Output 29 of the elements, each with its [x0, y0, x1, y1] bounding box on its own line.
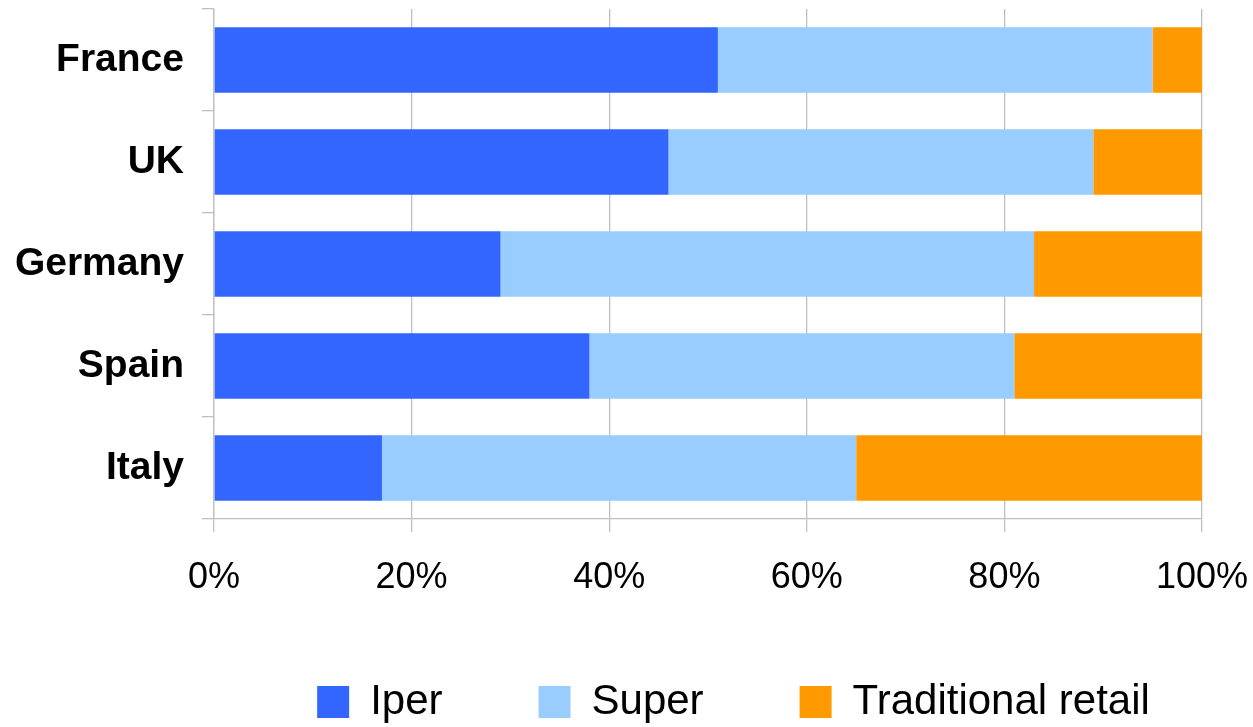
bar	[500, 231, 1035, 297]
bar	[214, 27, 718, 93]
bar	[717, 27, 1153, 93]
bar	[381, 435, 857, 501]
x-tick-label: 80%	[968, 554, 1041, 596]
y-tick-label: Germany	[14, 239, 185, 283]
x-tick-label: 40%	[573, 554, 646, 596]
x-tick-label: 0%	[187, 554, 241, 596]
bar	[214, 435, 382, 501]
bar	[589, 333, 1015, 399]
bar	[668, 129, 1094, 195]
bar	[1093, 129, 1202, 195]
y-tick-label: Italy	[105, 443, 185, 487]
legend-label: Super	[591, 675, 704, 723]
y-tick-label: France	[56, 35, 184, 79]
bar	[1152, 27, 1202, 93]
x-tick-label: 60%	[770, 554, 843, 596]
x-tick-label: 20%	[375, 554, 448, 596]
bar	[214, 231, 501, 297]
bar	[214, 129, 669, 195]
bar	[214, 333, 590, 399]
legend-label: Traditional retail	[852, 675, 1150, 723]
y-tick-label: Spain	[77, 341, 184, 385]
bar	[1034, 231, 1202, 297]
legend-label: Iper	[370, 675, 443, 723]
x-tick-label: 100%	[1155, 554, 1249, 596]
y-tick-label: UK	[127, 137, 184, 181]
bar	[1014, 333, 1202, 399]
bar	[856, 435, 1202, 501]
